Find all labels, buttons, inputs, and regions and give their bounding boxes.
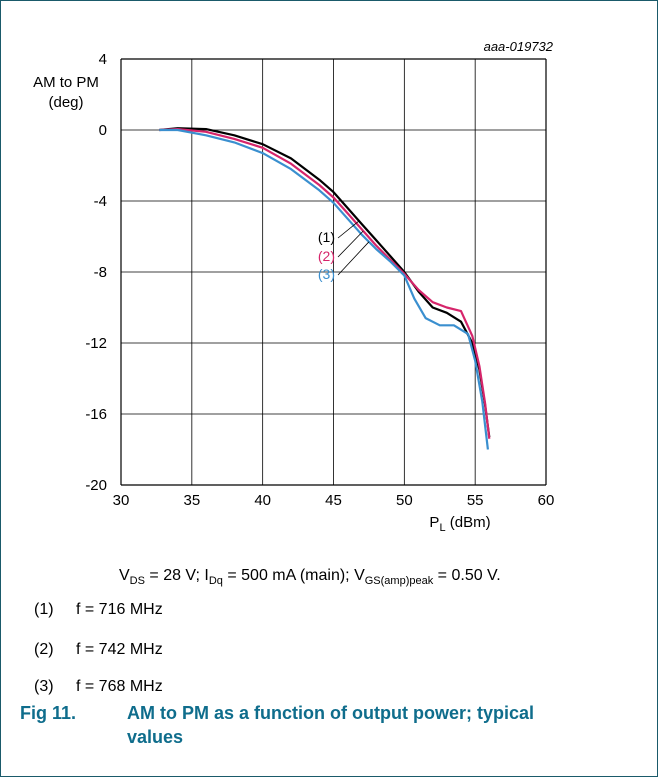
x-tick-label: 35 xyxy=(183,492,200,509)
y-tick-label: -8 xyxy=(94,264,107,281)
callout-label: (1) xyxy=(318,229,335,245)
series-line-2 xyxy=(159,128,491,439)
note-text: f = 768 MHz xyxy=(76,678,163,695)
series-line-1 xyxy=(159,127,491,438)
note-1: (1) f = 716 MHz xyxy=(34,601,163,619)
y-axis-label-line2: (deg) xyxy=(48,94,83,111)
x-tick-label: 60 xyxy=(538,492,555,509)
x-tick-label: 55 xyxy=(467,492,484,509)
note-number: (3) xyxy=(34,678,54,695)
note-2: (2) f = 742 MHz xyxy=(34,641,163,659)
note-text: f = 742 MHz xyxy=(76,641,163,658)
note-number: (2) xyxy=(34,641,54,658)
x-axis-label: PL (dBm) xyxy=(429,514,490,534)
y-tick-label: 0 xyxy=(99,122,107,139)
callout-label: (3) xyxy=(318,266,335,282)
figure-caption: Fig 11. AM to PM as a function of output … xyxy=(20,701,547,749)
note-3: (3) f = 768 MHz xyxy=(34,678,163,696)
callout-leader xyxy=(337,241,370,276)
y-tick-label: 4 xyxy=(99,51,107,68)
y-tick-label: -12 xyxy=(85,335,107,352)
callout-leader xyxy=(337,230,364,258)
y-tick-label: -20 xyxy=(85,477,107,494)
note-number: (1) xyxy=(34,601,54,618)
x-tick-label: 50 xyxy=(396,492,413,509)
series-line-3 xyxy=(159,128,489,450)
y-tick-label: -4 xyxy=(94,193,107,210)
figure-code: aaa-019732 xyxy=(484,39,554,54)
callout-label: (2) xyxy=(318,248,335,264)
x-tick-label: 45 xyxy=(325,492,342,509)
x-tick-label: 40 xyxy=(254,492,271,509)
note-text: f = 716 MHz xyxy=(76,601,163,618)
figure-caption-text: AM to PM as a function of output power; … xyxy=(127,703,534,747)
test-conditions: VDS = 28 V; IDq = 500 mA (main); VGS(amp… xyxy=(119,567,501,587)
x-tick-label: 30 xyxy=(113,492,130,509)
figure-label: Fig 11. xyxy=(20,703,77,723)
y-axis-label-line1: AM to PM xyxy=(33,74,99,91)
y-tick-label: -16 xyxy=(85,406,107,423)
callout-leader xyxy=(337,220,360,239)
